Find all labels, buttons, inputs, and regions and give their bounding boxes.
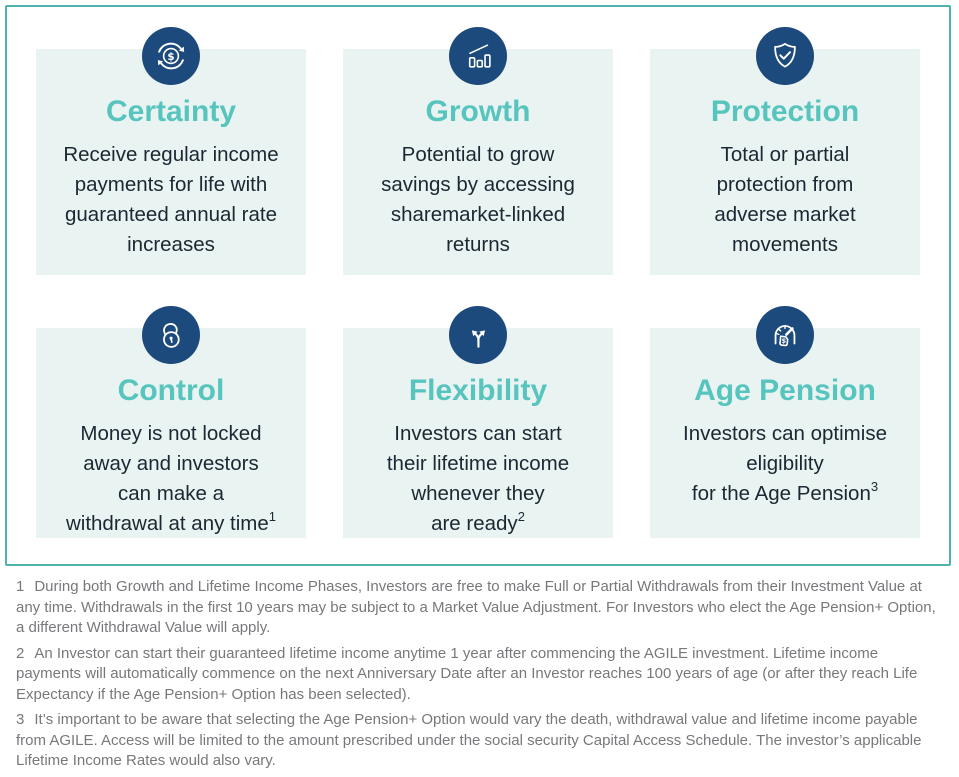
card-title: Flexibility bbox=[408, 374, 548, 407]
fork-arrows-icon bbox=[449, 306, 507, 364]
card-protection: Protection Total or partial protection f… bbox=[650, 27, 920, 275]
card-control: Control Money is not locked away and inv… bbox=[36, 306, 306, 539]
card-description-text: Potential to grow savings by accessing s… bbox=[381, 143, 575, 256]
card-description: Money is not locked away and investors c… bbox=[44, 419, 298, 539]
footnote-text: An Investor can start their guaranteed l… bbox=[16, 644, 918, 703]
footnote: 1 During both Growth and Lifetime Income … bbox=[16, 577, 938, 639]
card-description-text: Receive regular income payments for life… bbox=[63, 143, 279, 256]
card-description: Investors can optimise eligibility for t… bbox=[658, 419, 912, 509]
growth-chart-icon bbox=[449, 27, 507, 85]
svg-text:$: $ bbox=[781, 337, 787, 345]
card-title: Age Pension bbox=[694, 374, 876, 407]
footnote-number: 2 bbox=[16, 644, 25, 662]
card-title: Certainty bbox=[105, 95, 237, 128]
card-description: Total or partial protection from adverse… bbox=[658, 140, 912, 260]
footnote-number: 3 bbox=[16, 711, 25, 728]
svg-text:$: $ bbox=[167, 51, 174, 63]
unlocked-padlock-icon bbox=[142, 306, 200, 364]
footnote-reference: 2 bbox=[517, 509, 525, 525]
card-description-text: Money is not locked away and investors c… bbox=[65, 422, 269, 535]
refresh-dollar-icon: $ bbox=[142, 27, 200, 85]
card-growth: Growth Potential to grow savings by acce… bbox=[343, 27, 613, 275]
card-certainty: $ Certainty Receive regular income payme… bbox=[36, 27, 306, 275]
card-description: Receive regular income payments for life… bbox=[44, 140, 298, 260]
card-description: Investors can start their lifetime incom… bbox=[351, 419, 605, 539]
card-title: Growth bbox=[425, 95, 531, 128]
footnote-reference: 3 bbox=[870, 479, 879, 495]
card-description-text: Investors can start their lifetime incom… bbox=[386, 422, 570, 535]
card-title: Protection bbox=[710, 95, 860, 128]
gauge-dollar-icon: $ bbox=[756, 306, 814, 364]
footnote-text: It’s important to be aware that selectin… bbox=[16, 711, 922, 769]
footnote: 2 An Investor can start their guaranteed … bbox=[16, 644, 938, 706]
card-description-text: Investors can optimise eligibility for t… bbox=[683, 422, 887, 505]
card-title: Control bbox=[117, 374, 225, 407]
card-flexibility: Flexibility Investors can start their li… bbox=[343, 306, 613, 539]
card-description-text: Total or partial protection from adverse… bbox=[714, 143, 856, 256]
footnote-number: 1 bbox=[16, 578, 25, 595]
footnote: 3 It’s important to be aware that selecti… bbox=[16, 710, 938, 772]
benefits-grid: $ Certainty Receive regular income payme… bbox=[36, 27, 920, 539]
footnote-reference: 1 bbox=[268, 509, 277, 525]
card-age-pension: $ Age Pension Investors can optimise eli… bbox=[650, 306, 920, 538]
card-description: Potential to grow savings by accessing s… bbox=[351, 140, 605, 260]
footnote-text: During both Growth and Lifetime Income P… bbox=[16, 578, 936, 636]
shield-check-icon bbox=[756, 27, 814, 85]
footnotes-section: 1 During both Growth and Lifetime Income … bbox=[16, 577, 938, 777]
benefits-panel: $ Certainty Receive regular income payme… bbox=[5, 5, 951, 566]
